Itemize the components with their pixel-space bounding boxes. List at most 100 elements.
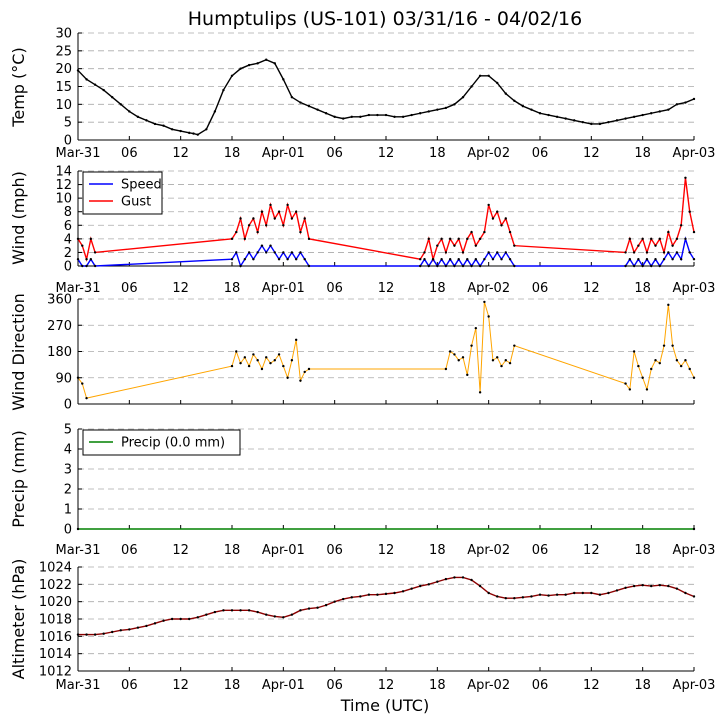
data-point [513,264,516,268]
data-point [93,264,97,268]
chart-title: Humptulips (US-101) 03/31/16 - 04/02/16 [188,8,583,30]
legend-box [82,171,163,215]
y-tick-label: 4 [64,232,72,247]
data-point [76,633,80,636]
data-point [290,217,294,220]
data-point [307,367,311,371]
data-point [102,632,105,635]
data-point [641,237,644,241]
x-tick-label: 12 [172,543,189,558]
data-point [294,210,298,213]
data-point [667,303,670,307]
series-line-0 [78,576,695,636]
data-point [367,113,371,117]
data-point [76,258,80,261]
data-point [692,230,696,234]
data-point [303,258,306,261]
data-point [461,96,465,99]
data-point [239,264,242,268]
data-point [419,258,422,261]
data-point [679,224,683,227]
data-point [624,586,627,589]
data-point [521,104,525,108]
data-point [230,364,234,368]
y-tick-label: 1020 [39,595,72,610]
data-point [350,115,353,119]
data-point [239,609,242,612]
data-point [662,251,666,254]
y-tick-label: 10 [55,98,72,113]
data-point [650,264,653,268]
data-point [474,326,478,330]
data-point [513,597,516,600]
data-point [607,120,610,124]
data-point [607,591,610,595]
data-point [654,244,657,247]
data-point [303,217,306,220]
data-point [145,119,148,122]
data-point [205,613,208,616]
data-point [466,237,469,241]
data-point [102,88,105,92]
data-point [333,115,336,119]
data-point [641,264,644,268]
data-point [393,591,396,595]
y-axis-label: Temp (°C) [9,47,28,127]
data-point [632,264,636,268]
data-point [692,258,696,261]
y-axis-label: Wind (mph) [9,171,28,265]
data-point [324,112,328,115]
data-point [89,237,93,241]
data-point [632,115,636,119]
x-tick-label: 12 [172,146,189,161]
data-point [632,350,636,353]
data-point [457,359,460,362]
x-tick-label: 06 [121,678,138,693]
data-point [265,58,268,61]
data-point [453,576,456,579]
x-tick-label: 18 [429,678,446,693]
data-point [273,62,276,65]
y-tick-label: 180 [47,345,72,360]
data-point [170,617,174,621]
x-tick-label: 06 [532,146,549,161]
data-point [457,237,460,241]
data-point [692,376,696,379]
x-tick-label: Apr-03 [673,678,716,693]
data-point [598,122,602,126]
data-point [286,203,289,207]
data-point [688,251,691,254]
y-tick-label: 5 [64,116,72,131]
data-point [496,81,499,85]
data-point [590,122,593,126]
data-point [162,124,165,127]
data-point [303,370,306,374]
data-point [81,382,84,385]
data-point [624,264,627,268]
y-tick-label: 5 [64,423,72,438]
data-point [641,113,644,117]
y-tick-label: 20 [55,62,72,77]
data-point [179,617,182,621]
data-point [513,99,516,102]
data-point [235,350,238,353]
data-point [487,251,490,254]
data-point [188,617,191,621]
data-point [277,210,281,213]
x-tick-label: 18 [634,678,651,693]
x-tick-label: 12 [172,281,189,296]
y-tick-label: 0 [64,134,72,149]
x-tick-label: Mar-31 [56,146,101,161]
data-point [269,203,272,207]
data-point [299,101,302,104]
x-tick-label: 12 [378,543,395,558]
x-tick-label: 12 [583,281,600,296]
data-point [427,583,430,586]
data-point [487,203,490,207]
data-point [265,613,268,616]
data-point [679,364,683,368]
legend-label: Precip (0.0 mm) [121,436,225,451]
data-point [504,92,507,95]
data-point [423,258,426,261]
